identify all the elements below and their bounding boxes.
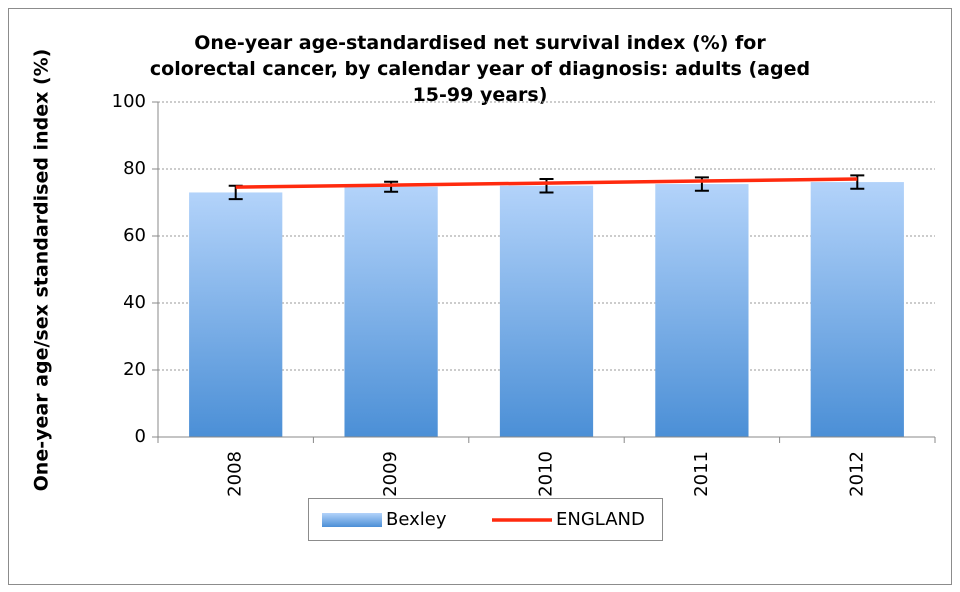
legend-label: Bexley: [386, 509, 447, 530]
y-tick-label: 60: [123, 225, 146, 246]
x-tick-label: 2011: [691, 451, 712, 497]
y-tick-label: 40: [123, 292, 146, 313]
y-tick-label: 0: [135, 426, 146, 447]
x-tick-label: 2010: [536, 451, 557, 497]
x-tick-label: 2009: [380, 451, 401, 497]
y-tick-label: 20: [123, 359, 146, 380]
x-tick-label: 2008: [225, 451, 246, 497]
y-tick-label: 100: [112, 91, 146, 112]
error-bar: [850, 174, 865, 190]
legend-swatch: [322, 513, 382, 527]
chart-title: One-year age-standardised net survival i…: [149, 32, 811, 106]
bar: [499, 185, 594, 437]
bar: [655, 184, 749, 437]
bar: [344, 186, 438, 437]
y-axis-label: One-year age/sex standardised index (%): [31, 49, 53, 492]
error-bar: [539, 178, 554, 194]
y-tick-label: 80: [123, 158, 146, 179]
legend-label: ENGLAND: [556, 509, 645, 530]
bar: [189, 192, 283, 437]
bar: [810, 182, 904, 437]
x-tick-label: 2012: [846, 451, 867, 497]
chart-frame: [8, 8, 952, 585]
line: [235, 177, 858, 189]
